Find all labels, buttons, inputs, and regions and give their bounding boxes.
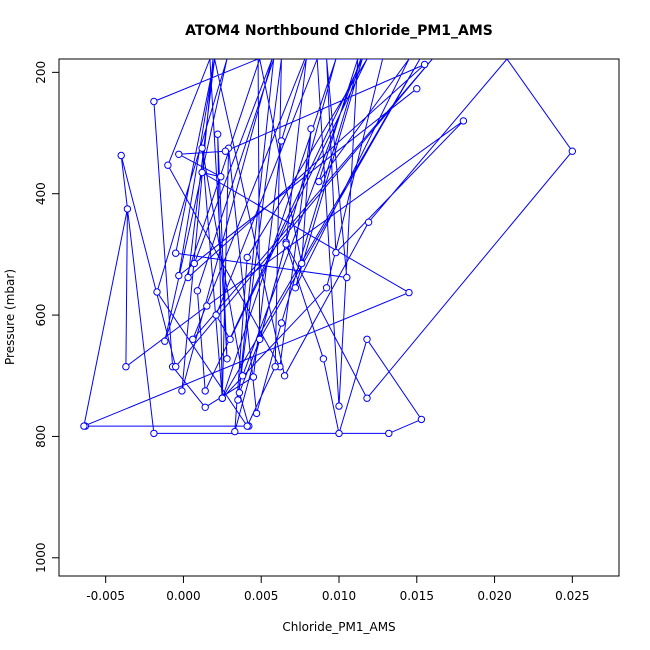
- data-point: [150, 429, 158, 438]
- data-point: [153, 288, 161, 296]
- x-tick-label: -0.005: [86, 589, 125, 603]
- data-point: [417, 415, 426, 424]
- y-axis-label: Pressure (mbar): [3, 269, 17, 365]
- data-point: [364, 218, 373, 226]
- data-point: [231, 427, 239, 436]
- data-point: [190, 259, 199, 268]
- data-point: [243, 422, 251, 430]
- x-tick-label: 0.015: [400, 589, 434, 603]
- x-tick-label: 0.000: [166, 589, 200, 603]
- data-point: [282, 240, 290, 248]
- data-point: [175, 271, 183, 280]
- data-point: [164, 161, 172, 169]
- data-point: [201, 387, 209, 395]
- data-point: [217, 173, 225, 181]
- x-tick-label: 0.020: [477, 589, 511, 603]
- data-point: [319, 355, 328, 363]
- data-point: [459, 117, 468, 125]
- data-point: [277, 319, 286, 327]
- data-point: [212, 311, 220, 319]
- plot-area: [80, 59, 576, 438]
- x-axis-label: Chloride_PM1_AMS: [282, 620, 395, 634]
- data-point: [123, 205, 132, 213]
- y-tick-label: 200: [34, 61, 48, 84]
- data-point: [385, 429, 393, 438]
- data-point: [335, 429, 343, 438]
- data-point: [298, 259, 306, 268]
- data-point: [175, 150, 183, 159]
- data-point: [238, 372, 247, 380]
- data-point: [277, 137, 286, 145]
- data-point: [420, 60, 429, 69]
- data-point: [198, 168, 206, 177]
- data-point: [249, 373, 258, 381]
- data-point: [252, 409, 261, 418]
- data-point: [150, 97, 158, 106]
- chart-title: ATOM4 Northbound Chloride_PM1_AMS: [185, 23, 493, 39]
- data-point: [363, 335, 371, 343]
- data-point: [193, 287, 202, 295]
- data-point: [256, 335, 264, 343]
- series-points: [80, 60, 576, 438]
- data-point: [161, 337, 169, 345]
- y-tick-label: 400: [34, 182, 48, 205]
- data-point: [243, 253, 251, 262]
- data-point: [172, 363, 180, 371]
- data-point: [117, 151, 125, 160]
- data-point: [189, 335, 197, 343]
- x-tick-label: 0.005: [244, 589, 278, 603]
- data-point: [291, 284, 300, 292]
- data-point: [234, 396, 242, 404]
- data-point: [322, 284, 331, 292]
- data-point: [413, 85, 421, 93]
- data-point: [214, 130, 222, 138]
- data-point: [203, 302, 211, 310]
- data-point: [201, 403, 209, 411]
- data-point: [343, 273, 351, 282]
- x-tick-label: 0.010: [322, 589, 356, 603]
- data-point: [363, 394, 371, 402]
- data-point: [226, 335, 234, 343]
- data-point: [172, 249, 180, 257]
- y-axis: 200 400 600 800 1000: [34, 61, 60, 574]
- data-point: [271, 363, 279, 371]
- data-point: [568, 147, 576, 155]
- data-point: [223, 355, 231, 363]
- y-tick-label: 800: [34, 425, 48, 448]
- y-tick-label: 600: [34, 304, 48, 327]
- plot-frame: [58, 58, 620, 577]
- data-point: [218, 394, 227, 402]
- series-line: [83, 59, 573, 434]
- data-point: [332, 248, 340, 257]
- data-point: [280, 372, 289, 380]
- x-tick-label: 0.025: [555, 589, 589, 603]
- x-axis: -0.005 0.000 0.005 0.010 0.015 0.020 0.025: [86, 575, 590, 603]
- data-point: [178, 387, 186, 395]
- data-point: [335, 402, 343, 410]
- y-tick-label: 1000: [34, 543, 48, 574]
- data-point: [307, 125, 315, 133]
- data-point: [315, 177, 323, 186]
- data-point: [122, 363, 130, 371]
- data-point: [80, 422, 88, 430]
- data-point: [405, 288, 413, 297]
- data-point: [184, 273, 192, 282]
- data-point: [198, 144, 206, 152]
- data-point: [221, 147, 230, 155]
- data-point: [235, 389, 244, 397]
